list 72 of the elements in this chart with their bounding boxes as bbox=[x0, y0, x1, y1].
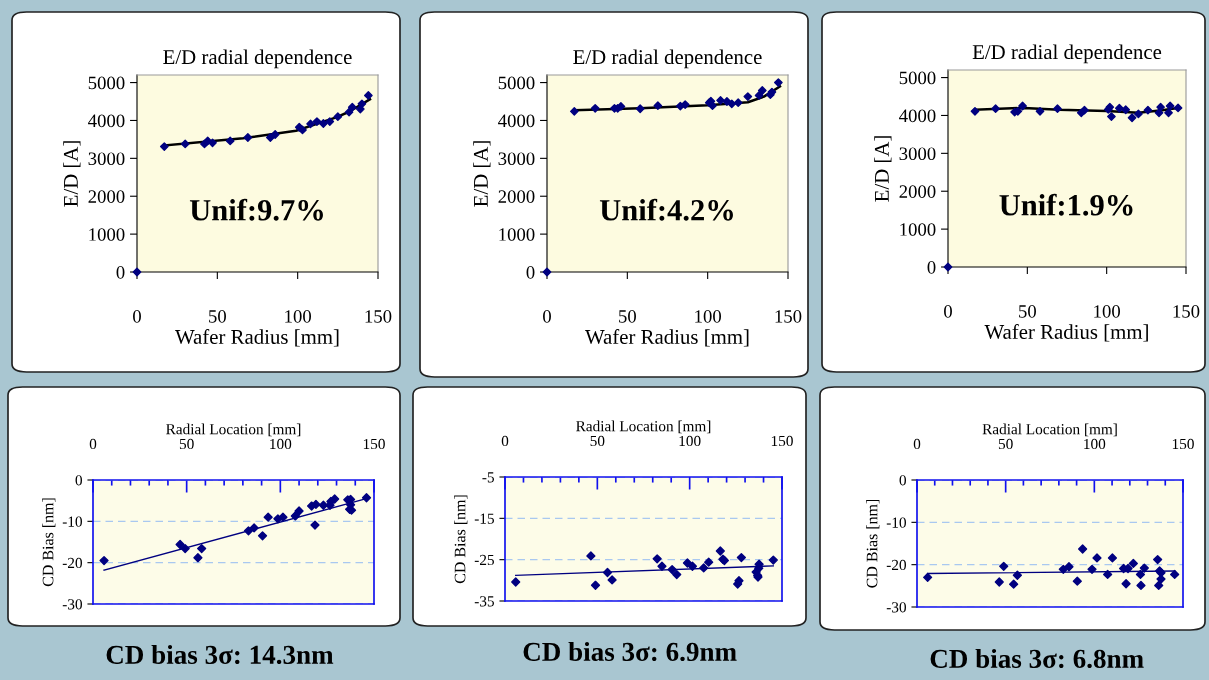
x-tick-label: 150 bbox=[775, 310, 802, 323]
y-tick-label: 3000 bbox=[498, 152, 535, 166]
chart-title: E/D radial dependence bbox=[972, 44, 1162, 64]
x-axis-title: Radial Location [mm] bbox=[166, 423, 301, 437]
y-tick-label: -20 bbox=[62, 557, 82, 569]
y-tick-label: -10 bbox=[62, 516, 82, 527]
text: CD bias 3σ: 6.9nm bbox=[523, 641, 737, 662]
y-tick-label: 3000 bbox=[88, 152, 125, 166]
x-tick-label: 50 bbox=[179, 438, 194, 450]
x-tick-label: 100 bbox=[1084, 438, 1106, 450]
x-tick-label: 150 bbox=[1173, 305, 1200, 318]
x-tick-label: 150 bbox=[365, 310, 392, 323]
x-tick-label: 100 bbox=[1094, 305, 1121, 318]
x-tick-label: 100 bbox=[285, 310, 312, 323]
x-axis-title: Wafer Radius [mm] bbox=[984, 324, 1148, 342]
x-axis-title: Wafer Radius [mm] bbox=[585, 329, 749, 347]
x-tick-label: 50 bbox=[998, 438, 1013, 450]
x-tick-label: 0 bbox=[543, 310, 551, 323]
y-tick-label: 4000 bbox=[498, 114, 535, 128]
y-axis-title: CD Bias [nm] bbox=[42, 498, 56, 587]
y-tick-label: -35 bbox=[474, 596, 494, 607]
text: CD bias 3σ: 14.3nm bbox=[106, 644, 334, 665]
y-tick-label: -30 bbox=[62, 599, 82, 610]
x-axis-title: Radial Location [mm] bbox=[576, 420, 711, 434]
y-tick-label: 0 bbox=[116, 266, 125, 279]
chart-title: E/D radial dependence bbox=[573, 49, 762, 69]
y-tick-label: -15 bbox=[474, 513, 494, 524]
chart-title: E/D radial dependence bbox=[163, 49, 352, 69]
y-tick-label: 2000 bbox=[88, 190, 125, 203]
y-tick-label: 5000 bbox=[88, 76, 125, 90]
y-tick-label: 0 bbox=[927, 261, 936, 274]
y-tick-label: 2000 bbox=[899, 185, 936, 198]
y-tick-label: 0 bbox=[526, 266, 535, 279]
annotation: Unif:1.9% bbox=[999, 193, 1133, 216]
y-tick-label: 1000 bbox=[900, 223, 936, 236]
y-tick-label: 4000 bbox=[899, 109, 936, 123]
x-tick-label: 50 bbox=[590, 435, 605, 447]
x-tick-label: 150 bbox=[1172, 438, 1194, 450]
x-axis-title: Wafer Radius [mm] bbox=[175, 329, 339, 347]
y-axis-title: E/D [A] bbox=[874, 136, 892, 202]
y-tick-label: 5000 bbox=[498, 76, 535, 90]
y-tick-label: 1000 bbox=[499, 228, 535, 241]
y-tick-label: 0 bbox=[75, 475, 82, 486]
y-axis-title: CD Bias [nm] bbox=[454, 495, 468, 584]
x-tick-label: 50 bbox=[1019, 305, 1036, 318]
y-tick-label: 1000 bbox=[89, 228, 125, 241]
x-tick-label: 100 bbox=[695, 310, 722, 323]
x-tick-label: 150 bbox=[363, 438, 385, 450]
y-axis-title: E/D [A] bbox=[473, 141, 491, 207]
y-tick-label: 3000 bbox=[899, 147, 936, 161]
y-axis-title: E/D [A] bbox=[63, 141, 81, 207]
y-tick-label: 5000 bbox=[899, 71, 936, 85]
y-tick-label: -10 bbox=[886, 517, 906, 528]
x-tick-label: 100 bbox=[270, 438, 292, 450]
x-tick-label: 50 bbox=[209, 310, 226, 323]
y-tick-label: -25 bbox=[474, 554, 494, 566]
y-axis-title: CD Bias [nm] bbox=[866, 499, 880, 588]
y-tick-label: 0 bbox=[899, 475, 906, 486]
x-tick-label: 0 bbox=[133, 310, 141, 323]
x-axis-title: Radial Location [mm] bbox=[982, 423, 1117, 437]
y-tick-label: 4000 bbox=[88, 114, 125, 128]
x-tick-label: 100 bbox=[679, 435, 701, 447]
text: CD bias 3σ: 6.8nm bbox=[930, 648, 1144, 669]
x-tick-label: 50 bbox=[619, 310, 636, 323]
annotation: Unif:4.2% bbox=[599, 198, 733, 221]
x-tick-label: 150 bbox=[771, 435, 793, 447]
x-tick-label: 0 bbox=[944, 305, 952, 318]
y-tick-label: 2000 bbox=[498, 190, 535, 203]
annotation: Unif:9.7% bbox=[189, 198, 323, 221]
y-tick-label: -20 bbox=[886, 559, 906, 571]
y-tick-label: -30 bbox=[886, 602, 906, 613]
y-tick-label: -5 bbox=[482, 472, 494, 483]
